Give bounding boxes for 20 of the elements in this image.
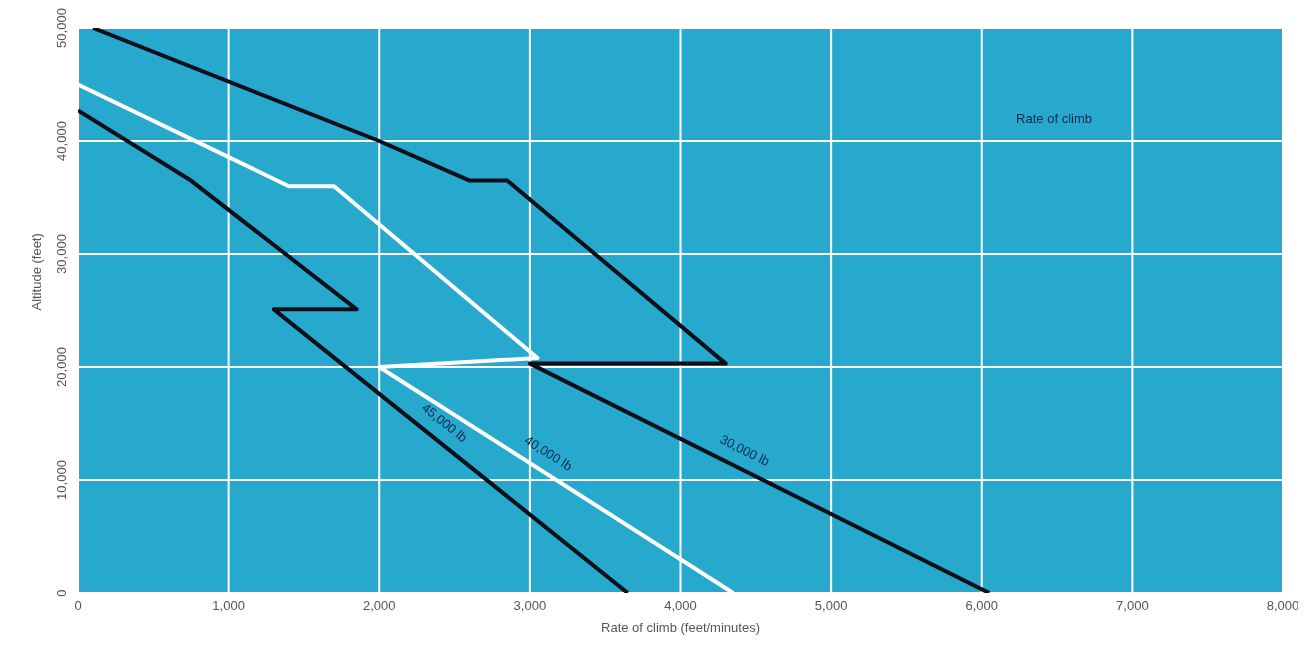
x-tick-label: 1,000 — [212, 598, 245, 614]
y-tick-label: 0 — [54, 589, 69, 597]
y-tick-label: 40,000 — [54, 121, 69, 161]
x-tick-label: 4,000 — [664, 598, 697, 614]
y-tick-label: 30,000 — [54, 234, 69, 274]
y-axis-title: Altitude (feet) — [28, 233, 44, 311]
x-tick-label: 5,000 — [814, 598, 848, 614]
y-tick-label: 10,000 — [54, 460, 69, 500]
x-tick-label: 2,000 — [362, 598, 396, 614]
x-tick-label: 7,000 — [1116, 598, 1149, 614]
x-tick-label: 6,000 — [965, 598, 999, 614]
x-tick-label: 3,000 — [513, 598, 547, 614]
line-series — [91, 28, 992, 593]
annotation: Rate of climb — [1016, 111, 1092, 126]
x-tick-label: 0 — [74, 598, 82, 614]
x-axis-title: Rate of climb (feet/minutes) — [601, 620, 760, 635]
y-tick-label: 50,000 — [54, 8, 69, 48]
line-series — [78, 108, 630, 593]
x-tick-label: 8,000 — [1266, 598, 1300, 614]
y-tick-label: 20,000 — [54, 347, 69, 387]
